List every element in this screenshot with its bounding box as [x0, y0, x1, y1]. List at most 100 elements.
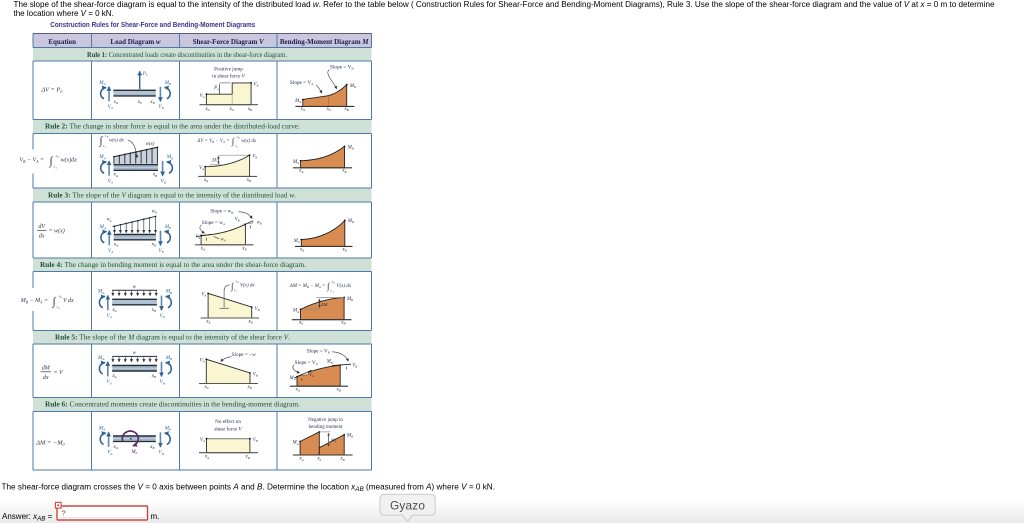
svg-text:Slope = −w: Slope = −w [232, 352, 256, 358]
svg-text:xB: xB [340, 321, 345, 326]
svg-text:No effect on: No effect on [215, 418, 241, 425]
svg-text:xA: xA [295, 387, 300, 392]
svg-text:xA: xA [113, 445, 118, 450]
svg-text:VA: VA [200, 94, 205, 99]
svg-text:xB: xB [339, 457, 344, 462]
svg-text:xA: xA [111, 308, 116, 313]
svg-text:Rule 1: Concentrated loads cre: Rule 1: Concentrated loads create discon… [87, 51, 287, 59]
svg-text:Shear-Force Diagram V: Shear-Force Diagram V [193, 38, 265, 46]
svg-text:xA: xA [298, 169, 303, 174]
svg-text:xB: xB [336, 387, 341, 392]
svg-text:VB: VB [253, 373, 258, 378]
svg-text:M0: M0 [131, 450, 138, 455]
svg-text:B: B [237, 282, 239, 284]
svg-text:xA: xA [203, 178, 208, 183]
svg-text:Construction Rules for Shear-F: Construction Rules for Shear-Force and B… [50, 20, 255, 29]
svg-text:ΔV: ΔV [211, 159, 219, 164]
svg-text:Positive jump: Positive jump [214, 66, 243, 72]
svg-text:x: x [329, 289, 332, 293]
svg-text:xA: xA [204, 107, 209, 112]
svg-text:w(x) dx: w(x) dx [241, 139, 257, 144]
svg-text:MB: MB [326, 360, 333, 365]
svg-text:V dx: V dx [63, 298, 74, 304]
svg-text:Rule 3: The slope of the V dia: Rule 3: The slope of the V diagram is eq… [48, 191, 296, 199]
svg-text:xB: xB [245, 455, 250, 460]
svg-text:xB: xB [247, 107, 252, 112]
svg-text:dM: dM [42, 365, 51, 371]
svg-text:= w(x): = w(x) [49, 228, 65, 235]
svg-text:x: x [235, 279, 238, 283]
svg-text:x: x [104, 134, 107, 138]
svg-text:xA: xA [298, 321, 303, 326]
svg-text:VB − VA =: VB − VA = [20, 158, 45, 164]
svg-text:B: B [60, 296, 62, 299]
svg-text:MB: MB [347, 219, 354, 224]
svg-text:xB: xB [246, 385, 251, 390]
svg-text:B: B [107, 136, 109, 139]
svg-text:Gyazo: Gyazo [390, 498, 425, 512]
svg-text:Slope = wA: Slope = wA [202, 220, 226, 226]
svg-text:MB: MB [346, 433, 353, 438]
svg-text:xA: xA [300, 107, 305, 112]
svg-text:V(x) dx: V(x) dx [240, 283, 255, 288]
svg-text:w(x)dx: w(x)dx [61, 157, 78, 164]
svg-text:VA: VA [195, 235, 200, 240]
svg-text:VA: VA [201, 292, 206, 297]
svg-text:P0: P0 [213, 86, 219, 91]
svg-text:The slope of the shear-force d: The slope of the shear-force diagram is … [14, 0, 996, 9]
svg-text:x0: x0 [316, 457, 321, 462]
svg-text:wA: wA [221, 237, 226, 242]
svg-text:VB: VB [255, 307, 260, 312]
svg-text:VB: VB [252, 154, 257, 159]
svg-text:VB: VB [235, 218, 240, 223]
svg-text:A: A [57, 307, 60, 310]
svg-text:VB: VB [352, 363, 357, 368]
svg-text:Slope = wB: Slope = wB [210, 209, 233, 215]
svg-text:A: A [235, 290, 238, 293]
svg-text:Rule 4: The change in bending: Rule 4: The change in bending moment is … [40, 261, 306, 269]
svg-text:xA: xA [204, 455, 209, 460]
svg-text:dV: dV [38, 224, 46, 230]
svg-text:MA: MA [292, 309, 299, 314]
svg-text:∫: ∫ [326, 281, 331, 292]
svg-text:Rule 6: Concentrated moments c: Rule 6: Concentrated moments create disc… [45, 401, 300, 409]
svg-text:xA: xA [203, 385, 208, 390]
svg-text:xB: xB [149, 445, 154, 450]
svg-text:x: x [331, 280, 334, 284]
svg-text:xB: xB [149, 100, 154, 105]
svg-text:xB: xB [247, 320, 252, 325]
svg-text:x: x [58, 294, 61, 298]
svg-text:MA: MA [293, 239, 300, 244]
svg-text:wA: wA [106, 218, 111, 223]
svg-text:xB: xB [344, 107, 349, 112]
svg-text:Negative jump in: Negative jump in [308, 418, 343, 423]
svg-text:xA: xA [298, 457, 303, 462]
svg-text:w: w [133, 351, 137, 356]
svg-text:xA: xA [205, 320, 210, 325]
svg-text:B: B [57, 156, 59, 159]
svg-text:Rule 2: The change in shear fo: Rule 2: The change in shear force is equ… [45, 122, 300, 130]
svg-text:VA: VA [199, 166, 204, 171]
svg-text:xB: xB [341, 169, 346, 174]
svg-text:Slope = VB: Slope = VB [330, 65, 353, 71]
svg-text:xA: xA [113, 100, 118, 105]
svg-text:xA: xA [113, 173, 118, 178]
svg-text:ΔM: ΔM [320, 302, 329, 307]
svg-text:∫: ∫ [231, 136, 236, 147]
svg-text:MA: MA [292, 441, 299, 446]
svg-text:VA: VA [309, 372, 314, 378]
svg-text:MB: MB [349, 84, 356, 89]
svg-text:∫: ∫ [230, 281, 235, 292]
svg-text:Rule 5: The slope of the M dia: Rule 5: The slope of the M diagram is eq… [55, 334, 290, 342]
svg-text:x: x [233, 288, 236, 292]
svg-text:xA: xA [113, 242, 118, 247]
svg-text:ΔV = VB − VA =: ΔV = VB − VA = [196, 139, 229, 144]
svg-text:the location where V = 0 kN.: the location where V = 0 kN. [14, 9, 114, 18]
svg-text:xB: xB [152, 173, 157, 178]
svg-text:Slope = VA: Slope = VA [295, 360, 319, 366]
svg-text:xA: xA [111, 374, 116, 379]
svg-text:x: x [53, 165, 56, 169]
svg-text:w(x): w(x) [146, 142, 155, 147]
svg-text:A: A [236, 145, 239, 148]
svg-text:Equation: Equation [48, 38, 76, 46]
